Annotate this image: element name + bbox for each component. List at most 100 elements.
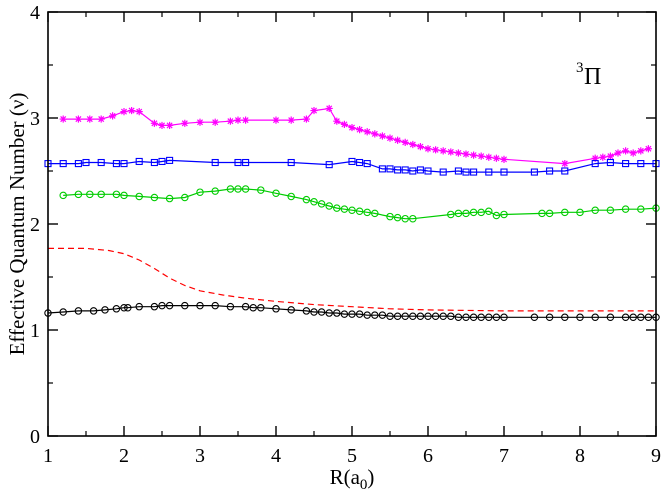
data-point-square [112,160,120,168]
data-point-circle [462,209,470,218]
data-point-star [363,128,371,136]
data-point-circle [500,313,508,322]
data-point-circle [454,313,463,322]
data-point-star [401,138,409,146]
series-green-circle [59,185,660,223]
data-point-circle [644,313,653,322]
data-point-star [599,153,607,161]
axes-layer [47,11,657,437]
data-point-circle [637,205,645,213]
x-axis-title-subscript: 0 [360,477,368,493]
data-point-circle [378,311,387,319]
data-point-circle [135,302,143,311]
data-point-star [416,143,424,151]
series-magenta-star [59,104,652,168]
data-point-circle [165,194,174,203]
data-point-circle [135,192,143,201]
data-point-star [181,119,189,127]
data-point-circle [158,301,166,310]
data-point-circle [340,205,349,213]
data-point-square [287,158,295,167]
data-point-circle [386,212,394,221]
data-point-star [356,126,364,134]
data-point-star [378,132,386,140]
data-point-star [128,106,136,115]
data-point-star [158,121,166,130]
data-point-square [234,158,242,167]
data-point-square [378,165,386,173]
data-point-circle [485,313,493,322]
series-black-circle [44,301,660,322]
data-point-circle [469,208,478,217]
data-point-circle [226,185,235,193]
data-point-circle [257,186,265,194]
data-point-circle [112,190,121,199]
series-line-black-circle [47,305,656,318]
x-tick-label: 6 [423,445,433,467]
data-point-square [97,158,105,167]
data-point-circle [606,206,615,214]
data-point-circle [424,312,432,320]
x-tick-label: 3 [195,445,205,467]
data-point-circle [325,309,333,317]
data-point-square [454,167,462,175]
series-red-dashed [48,247,656,312]
data-point-circle [196,188,204,196]
data-point-star [500,155,508,163]
data-point-circle [287,306,295,314]
x-tick-label: 4 [271,445,281,467]
data-point-circle [393,312,402,320]
data-point-circle [74,190,83,199]
data-point-circle [333,204,341,212]
data-point-circle [545,313,554,322]
data-point-star [492,154,500,162]
data-point-circle [249,303,257,312]
data-point-circle [371,311,379,319]
series-blue-square [44,156,660,176]
data-point-star [348,123,356,132]
data-point-circle [120,191,128,200]
series-layer [44,104,660,322]
data-point-star [325,104,333,113]
data-point-star [447,148,455,156]
data-point-circle [591,313,599,322]
data-point-circle [469,313,478,322]
series-line-magenta-star [63,107,649,165]
data-point-star [150,119,158,127]
data-point-circle [325,202,333,210]
data-point-circle [485,207,493,216]
series-line-blue-square [48,159,656,173]
data-point-circle [416,312,425,320]
data-point-star [242,116,250,124]
data-point-circle [59,191,67,200]
data-point-circle [409,214,417,223]
data-point-star [622,147,630,155]
data-point-circle [462,313,470,322]
data-point-circle [241,185,250,193]
data-point-square [470,168,478,176]
data-point-star [454,149,462,157]
data-point-star [470,151,478,159]
data-point-square [158,157,166,166]
data-point-star [234,116,242,124]
data-point-circle [545,209,554,218]
plot-frame [47,11,657,437]
data-point-circle [606,313,615,322]
data-point-circle [317,200,326,208]
data-point-star [462,150,470,158]
data-point-circle [211,301,219,310]
data-point-circle [363,311,371,319]
y-tick-label: 2 [30,214,40,236]
data-point-circle [591,206,599,214]
data-point-circle [363,208,371,217]
data-point-star [135,108,143,116]
data-point-circle [272,305,280,313]
data-point-circle [302,195,311,204]
data-point-circle [561,313,569,322]
data-point-circle [431,312,440,320]
data-point-square [485,168,493,176]
data-point-circle [500,210,508,219]
data-point-circle [530,313,539,322]
data-point-circle [211,187,219,195]
data-point-circle [621,313,630,322]
